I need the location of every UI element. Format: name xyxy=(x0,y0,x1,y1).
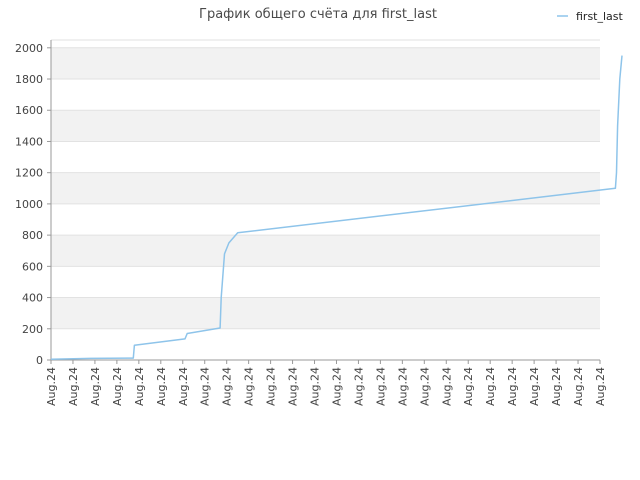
x-tick-label: Aug.24 xyxy=(594,367,607,406)
x-tick-label: Aug.24 xyxy=(155,367,168,406)
x-tick-label: Aug.24 xyxy=(528,367,541,406)
x-tick-label: Aug.24 xyxy=(462,367,475,406)
background-band xyxy=(51,40,600,48)
x-tick-label: Aug.24 xyxy=(199,367,212,406)
series-line-first_last xyxy=(50,55,623,360)
y-tick-label: 200 xyxy=(22,323,43,336)
x-tick-label: Aug.24 xyxy=(67,367,80,406)
x-tick-label: Aug.24 xyxy=(572,367,585,406)
plot-background-bands xyxy=(51,40,600,360)
background-band xyxy=(51,47,600,80)
y-tick-label: 1800 xyxy=(15,73,43,86)
x-tick-label: Aug.24 xyxy=(352,367,365,406)
background-band xyxy=(51,79,600,111)
chart-title: График общего счёта для first_last xyxy=(199,7,437,22)
y-tick-label: 2000 xyxy=(15,42,43,55)
y-tick-label: 400 xyxy=(22,292,43,305)
x-tick-label: Aug.24 xyxy=(89,367,102,406)
series-group xyxy=(50,55,623,360)
x-tick-label: Aug.24 xyxy=(506,367,519,406)
x-tick-label: Aug.24 xyxy=(550,367,563,406)
x-tick-label: Aug.24 xyxy=(243,367,256,406)
x-tick-label: Aug.24 xyxy=(287,367,300,406)
background-band xyxy=(51,110,600,142)
x-tick-label: Aug.24 xyxy=(440,367,453,406)
x-tick-label: Aug.24 xyxy=(45,367,58,406)
background-band xyxy=(51,266,600,298)
x-tick-label: Aug.24 xyxy=(418,367,431,406)
x-tick-label: Aug.24 xyxy=(265,367,278,406)
x-tick-label: Aug.24 xyxy=(221,367,234,406)
y-tick-label: 0 xyxy=(36,354,43,367)
x-tick-label: Aug.24 xyxy=(484,367,497,406)
background-band xyxy=(51,297,600,329)
x-tick-label: Aug.24 xyxy=(133,367,146,406)
legend-label: first_last xyxy=(576,10,624,23)
background-band xyxy=(51,235,600,267)
axes xyxy=(50,40,600,361)
y-tick-label: 1400 xyxy=(15,135,43,148)
y-tick-labels: 0 200 400 600 800 1000 1200 1400 1600 1800 2000 xyxy=(15,42,51,367)
x-tick-label: Aug.24 xyxy=(177,367,190,406)
x-tick-label: Aug.24 xyxy=(396,367,409,406)
x-tick-label: Aug.24 xyxy=(309,367,322,406)
y-tick-label: 1200 xyxy=(15,167,43,180)
x-tick-label: Aug.24 xyxy=(330,367,343,406)
background-band xyxy=(51,172,600,204)
x-tick-label: Aug.24 xyxy=(111,367,124,406)
legend: first_last xyxy=(557,10,624,23)
y-tick-label: 800 xyxy=(22,229,43,242)
background-band xyxy=(51,203,600,236)
y-tick-label: 1000 xyxy=(15,198,43,211)
y-tick-label: 600 xyxy=(22,260,43,273)
x-tick-label: Aug.24 xyxy=(374,367,387,406)
background-band xyxy=(51,141,600,173)
x-tick-labels: Aug.24 Aug.24 Aug.24 Aug.24 Aug.24 Aug.24 Aug.… xyxy=(45,360,607,406)
y-tick-label: 1600 xyxy=(15,104,43,117)
